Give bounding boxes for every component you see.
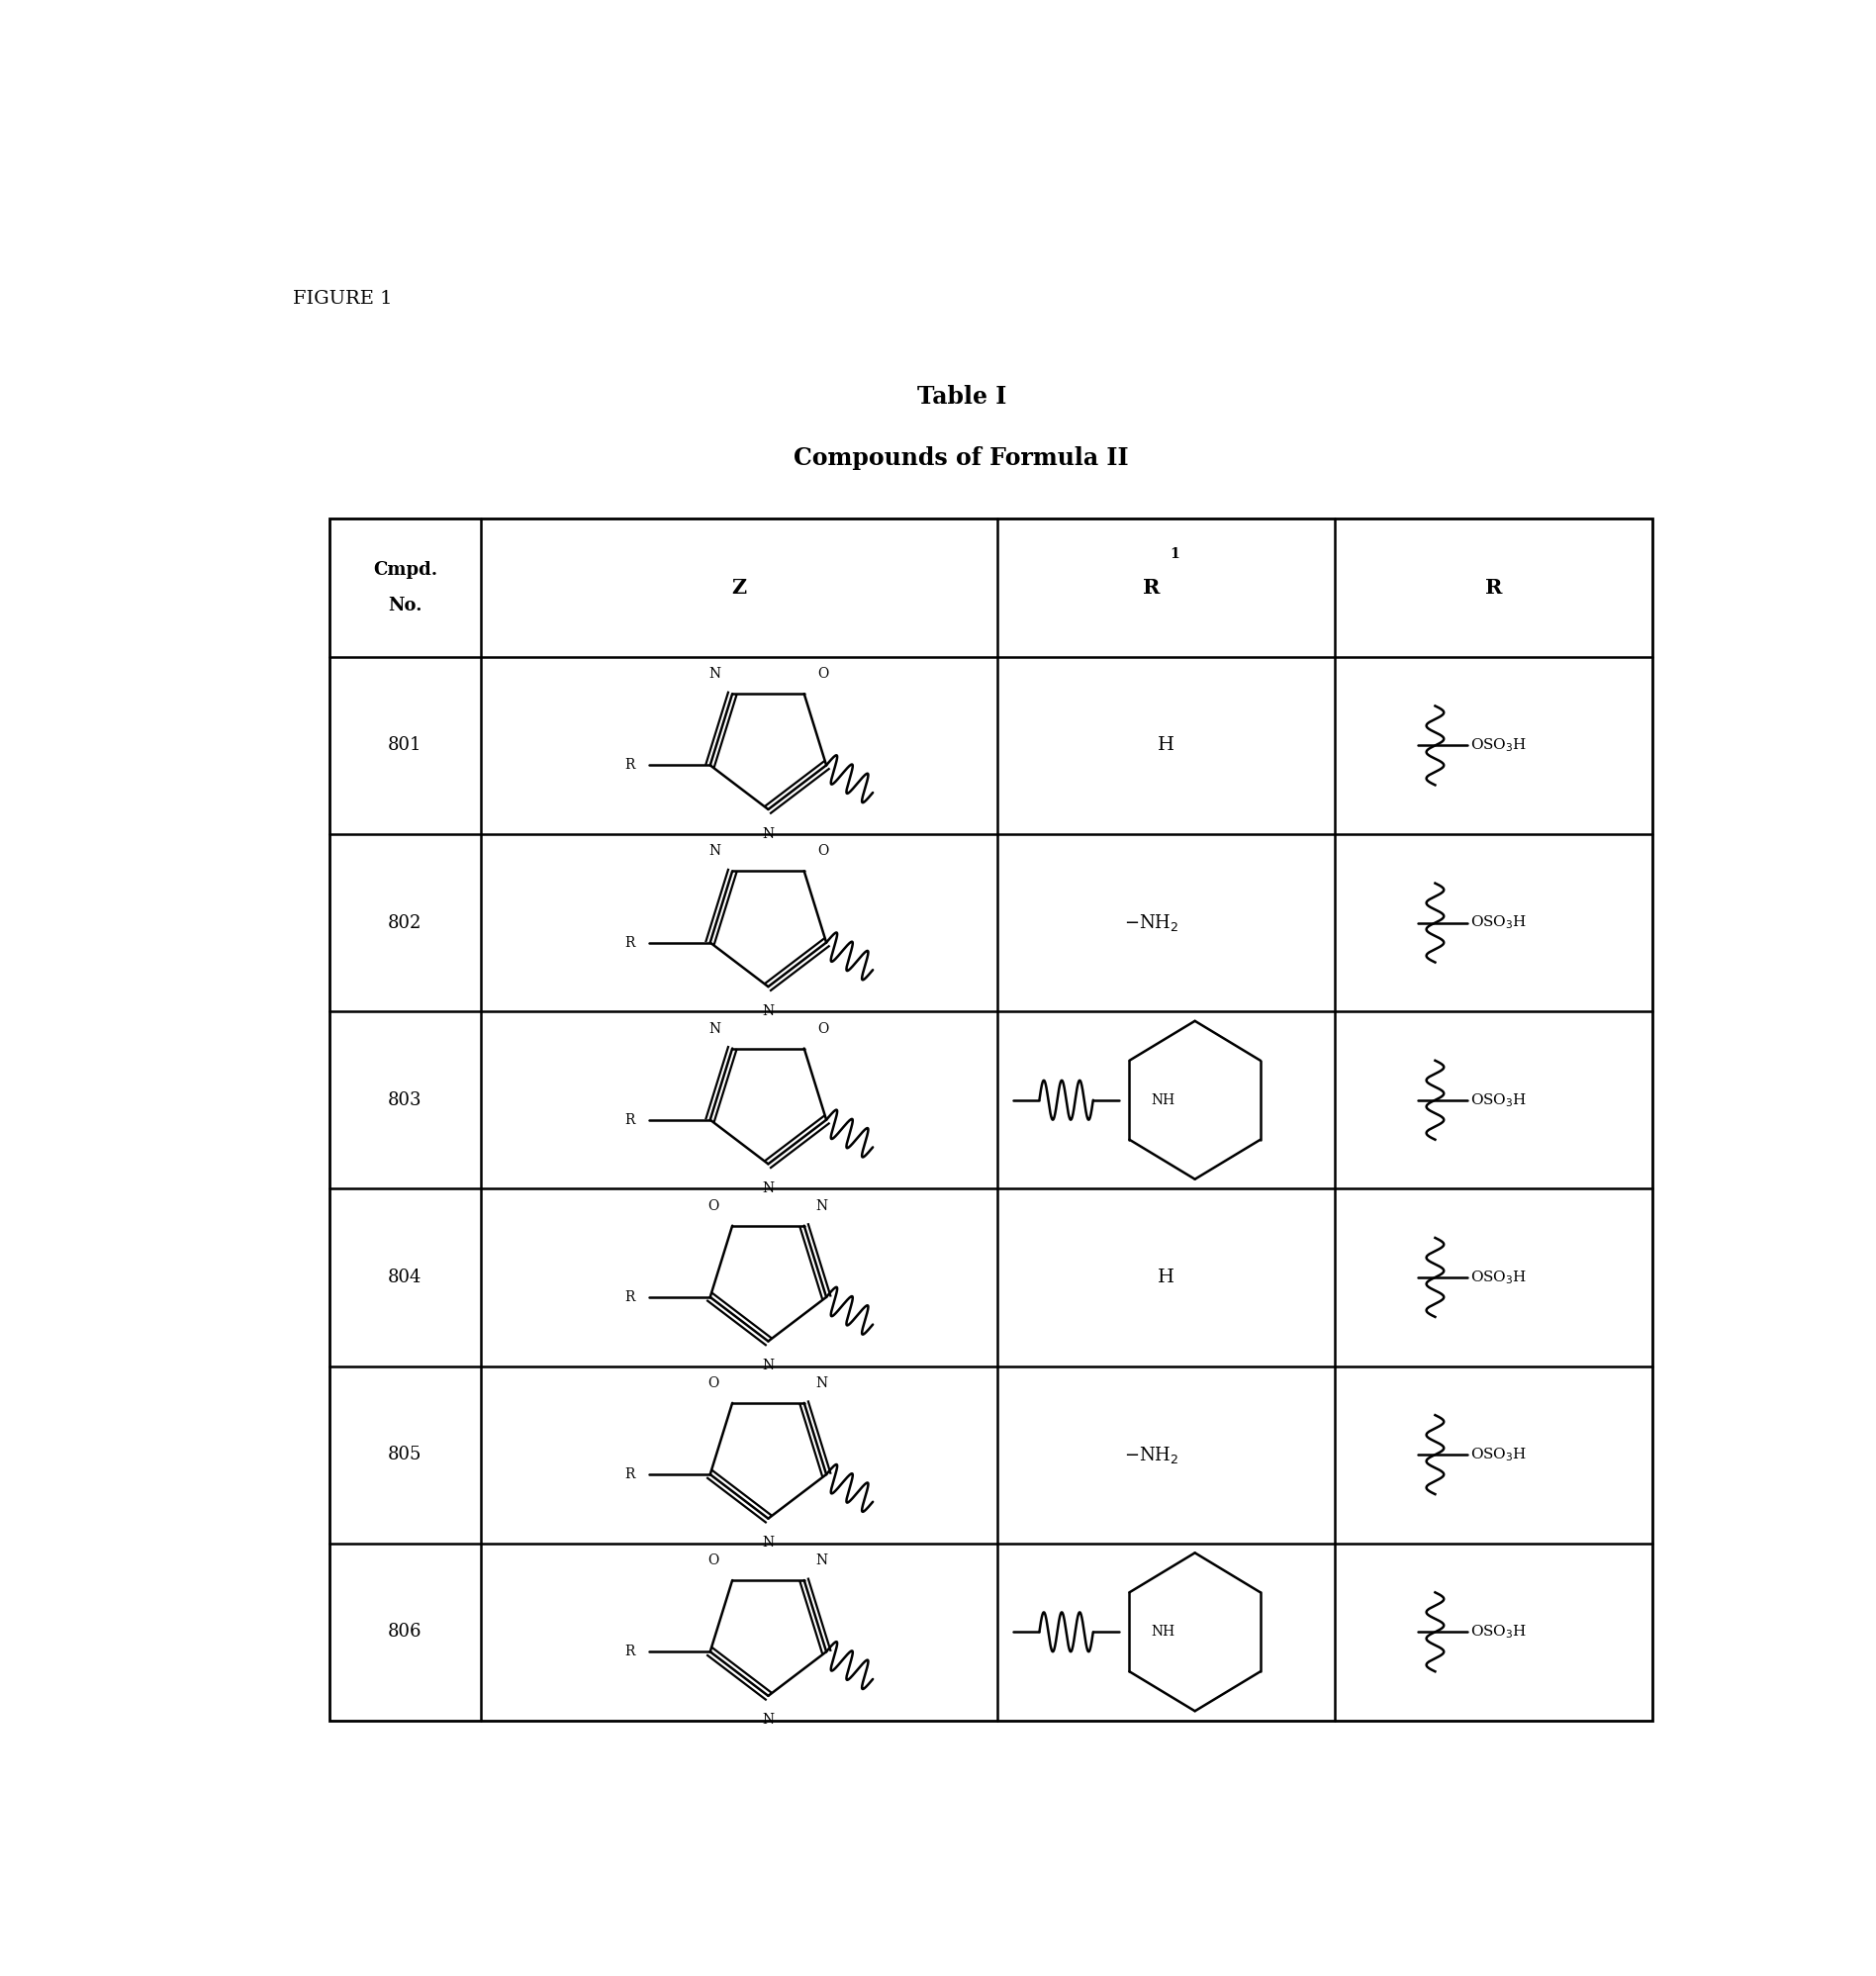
- Text: Z: Z: [732, 577, 747, 597]
- Text: N: N: [762, 1182, 775, 1195]
- Text: N: N: [816, 1375, 827, 1389]
- Text: 802: 802: [388, 913, 422, 931]
- Text: R: R: [625, 1112, 634, 1126]
- Text: N: N: [709, 844, 720, 858]
- Text: Compounds of Formula II: Compounds of Formula II: [794, 447, 1129, 470]
- Text: R: R: [625, 1290, 634, 1304]
- Text: N: N: [816, 1553, 827, 1567]
- Text: 804: 804: [388, 1269, 422, 1286]
- Text: R: R: [625, 935, 634, 948]
- Bar: [328, 518, 1653, 1721]
- Text: N: N: [762, 1535, 775, 1549]
- Text: N: N: [762, 1004, 775, 1018]
- Text: R: R: [625, 1468, 634, 1482]
- Text: O: O: [818, 844, 829, 858]
- Text: NH: NH: [1152, 1624, 1174, 1638]
- Text: O: O: [707, 1199, 719, 1213]
- Text: No.: No.: [388, 597, 422, 615]
- Text: H: H: [1157, 1269, 1174, 1286]
- Text: OSO$_3$H: OSO$_3$H: [1471, 1269, 1527, 1286]
- Text: N: N: [709, 1022, 720, 1035]
- Text: OSO$_3$H: OSO$_3$H: [1471, 1091, 1527, 1109]
- Text: N: N: [762, 1713, 775, 1727]
- Text: R: R: [625, 759, 634, 773]
- Text: OSO$_3$H: OSO$_3$H: [1471, 737, 1527, 755]
- Text: N: N: [709, 668, 720, 682]
- Text: H: H: [1157, 737, 1174, 755]
- Text: 1: 1: [1171, 547, 1180, 561]
- Text: R: R: [1484, 577, 1503, 597]
- Text: Cmpd.: Cmpd.: [373, 561, 437, 579]
- Text: O: O: [707, 1553, 719, 1567]
- Text: 803: 803: [388, 1091, 422, 1109]
- Text: $-$NH$_2$: $-$NH$_2$: [1124, 913, 1178, 933]
- Text: R: R: [1142, 577, 1159, 597]
- Text: O: O: [818, 1022, 829, 1035]
- Text: OSO$_3$H: OSO$_3$H: [1471, 915, 1527, 931]
- Text: 805: 805: [388, 1446, 422, 1464]
- Text: N: N: [816, 1199, 827, 1213]
- Text: O: O: [818, 668, 829, 682]
- Text: Table I: Table I: [917, 385, 1006, 409]
- Text: NH: NH: [1152, 1093, 1174, 1107]
- Text: O: O: [707, 1375, 719, 1389]
- Text: OSO$_3$H: OSO$_3$H: [1471, 1622, 1527, 1640]
- Text: OSO$_3$H: OSO$_3$H: [1471, 1446, 1527, 1464]
- Text: N: N: [762, 826, 775, 840]
- Text: 801: 801: [388, 737, 422, 755]
- Text: N: N: [762, 1359, 775, 1373]
- Text: $-$NH$_2$: $-$NH$_2$: [1124, 1444, 1178, 1464]
- Text: FIGURE 1: FIGURE 1: [293, 290, 392, 308]
- Text: R: R: [625, 1644, 634, 1658]
- Text: 806: 806: [388, 1622, 422, 1640]
